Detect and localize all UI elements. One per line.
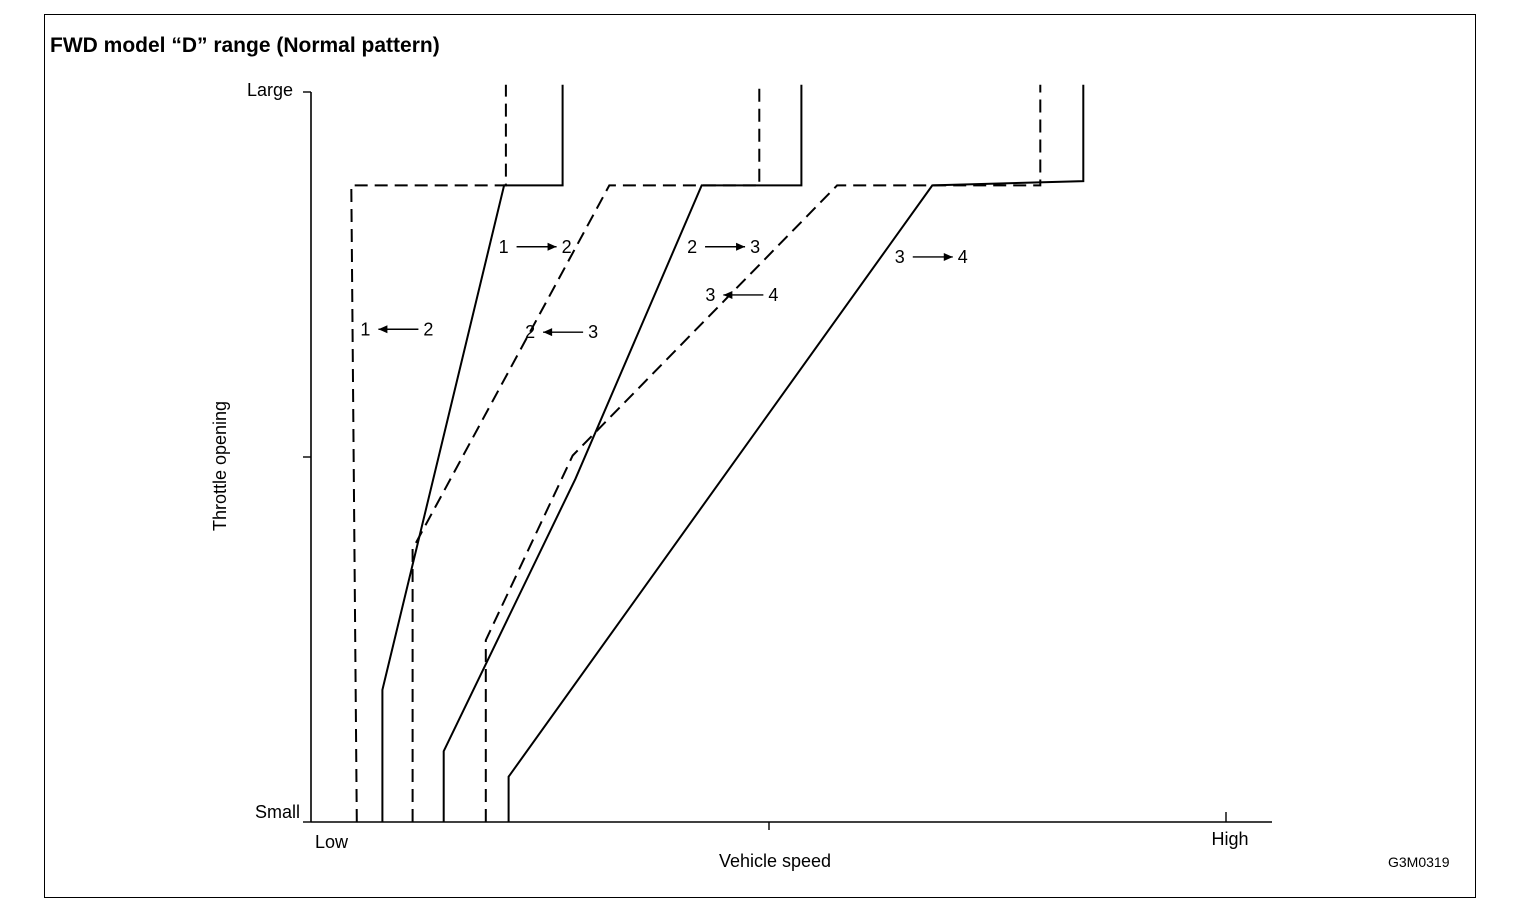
shift-label-layer: 1 21 22 32 33 43 4	[360, 237, 967, 342]
figure-frame	[44, 14, 1476, 898]
y-tick-label-large: Large	[247, 80, 293, 100]
series-layer	[350, 84, 1085, 823]
shift-label-arrowhead	[543, 328, 553, 337]
axes	[303, 91, 1272, 830]
x-tick-label-low: Low	[315, 832, 349, 852]
shift-label-to: 2	[562, 237, 572, 257]
shift-line-5	[484, 84, 1042, 822]
shift-label-to: 4	[958, 247, 968, 267]
shift-line-2	[381, 84, 564, 822]
shift-label-to: 3	[588, 322, 598, 342]
shift-label-from: 3	[895, 247, 905, 267]
shift-label-from: 2	[687, 237, 697, 257]
shift-label-arrowhead	[943, 252, 953, 261]
shift-line-1	[350, 84, 507, 823]
shift-label-from: 3	[705, 285, 715, 305]
x-axis-label: Vehicle speed	[719, 851, 831, 871]
y-tick-label-small: Small	[255, 802, 300, 822]
shift-line-4	[442, 84, 803, 822]
shift-label-to: 2	[423, 319, 433, 339]
shift-label-to: 4	[768, 285, 778, 305]
shift-label-arrowhead	[736, 242, 746, 251]
shift-label-from: 2	[525, 322, 535, 342]
shift-label-from: 1	[360, 319, 370, 339]
shift-label-arrowhead	[378, 325, 388, 334]
chart-title: FWD model “D” range (Normal pattern)	[50, 34, 440, 57]
shift-line-6	[507, 84, 1085, 822]
shift-label-to: 3	[750, 237, 760, 257]
shift-label-arrowhead	[547, 242, 557, 251]
figure-code: G3M0319	[1388, 854, 1450, 870]
shift-line-3	[411, 84, 761, 822]
y-axis-label: Throttle opening	[210, 401, 230, 531]
shift-label-arrowhead	[723, 290, 733, 299]
x-tick-label-high: High	[1211, 829, 1248, 849]
shift-label-from: 1	[499, 237, 509, 257]
